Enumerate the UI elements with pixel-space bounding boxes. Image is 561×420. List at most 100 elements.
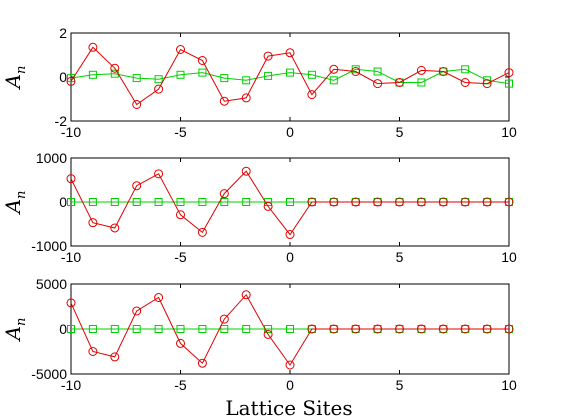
y-tick-label: -2 [55, 113, 68, 129]
data-point-square [220, 325, 229, 333]
y-axis-label: An [1, 191, 29, 216]
series-line-circle [70, 170, 509, 236]
data-point-circle [88, 218, 98, 228]
data-point-square [264, 71, 273, 80]
data-point-square [67, 325, 75, 333]
data-point-square [154, 198, 163, 206]
data-point-circle [416, 324, 426, 334]
panel-3: -10 -5 0 5 10 5000 0 -5000 An [1, 276, 517, 393]
data-point-square [132, 198, 141, 206]
data-point-circle [438, 197, 448, 207]
data-point-square [88, 198, 97, 206]
x-tick-label: 10 [501, 377, 517, 393]
series-line-circle [70, 46, 510, 106]
data-point-square [132, 325, 141, 333]
data-point-circle [219, 96, 229, 106]
data-point-square [198, 198, 207, 206]
x-axis-label: Lattice Sites [225, 396, 352, 420]
data-point-circle [285, 230, 295, 240]
data-point-circle [416, 197, 426, 207]
data-point-square [88, 70, 97, 79]
y-tick-label: 5000 [36, 276, 67, 292]
data-point-circle [197, 227, 207, 237]
data-point-square [505, 79, 513, 88]
x-tick-label: -10 [61, 377, 81, 393]
data-point-square [154, 325, 163, 333]
y-tick-label: -1000 [31, 238, 67, 254]
data-point-circle [241, 166, 251, 176]
data-point-circle [197, 56, 207, 65]
data-point-square [67, 198, 75, 206]
data-point-square [286, 325, 294, 333]
data-point-circle [154, 293, 164, 302]
panel-2: -10 -5 0 5 10 1000 0 -1000 An [1, 150, 517, 265]
data-point-circle [132, 181, 142, 191]
data-point-circle [88, 347, 98, 356]
data-point-circle [197, 358, 207, 368]
data-point-circle [482, 79, 492, 89]
data-point-circle [263, 201, 273, 211]
data-point-circle [504, 68, 514, 78]
data-point-square [329, 76, 338, 85]
data-point-circle [66, 174, 76, 184]
data-point-circle [395, 197, 404, 207]
y-tick-label: 0 [59, 321, 67, 337]
y-axis-label-subscript: n [14, 318, 29, 326]
y-tick-label: 0 [59, 194, 67, 210]
x-tick-label: -5 [174, 124, 187, 140]
data-point-square [154, 75, 163, 84]
panel-1: -10 -5 0 5 10 2 0 -2 An [1, 25, 517, 140]
y-tick-label: 2 [59, 25, 67, 41]
data-point-circle [285, 48, 295, 58]
data-point-square [417, 78, 426, 87]
x-tick-label: 5 [396, 124, 404, 140]
data-point-circle [438, 67, 448, 76]
data-point-circle [154, 169, 164, 179]
data-point-circle [438, 324, 448, 334]
y-axis-label: An [1, 318, 29, 343]
data-point-circle [176, 210, 185, 220]
data-point-square [198, 325, 207, 333]
data-point-circle [132, 306, 142, 316]
data-point-circle [482, 324, 492, 334]
y-axis-label-subscript: n [14, 66, 29, 74]
data-point-square [176, 325, 185, 333]
data-point-square [132, 74, 141, 83]
data-point-square [220, 198, 229, 206]
data-point-circle [132, 100, 142, 109]
data-point-circle [395, 78, 404, 87]
data-point-circle [241, 290, 251, 300]
data-point-circle [285, 360, 295, 370]
data-point-circle [176, 338, 185, 348]
x-tick-label: 0 [286, 377, 294, 393]
plot-frame [70, 32, 510, 122]
x-tick-label: 0 [286, 249, 294, 265]
x-tick-label: 5 [396, 249, 404, 265]
data-point-circle [329, 324, 339, 334]
data-point-circle [88, 42, 98, 52]
y-axis-label-subscript: n [14, 191, 29, 199]
data-point-circle [263, 329, 273, 339]
y-tick-label: 1000 [36, 150, 67, 166]
data-point-square [220, 74, 229, 83]
x-tick-label: 0 [286, 124, 294, 140]
data-point-square [110, 325, 119, 333]
data-point-circle [373, 79, 383, 89]
data-point-square [286, 198, 294, 206]
y-axis-label: An [1, 66, 29, 91]
y-axis-label-main: A [1, 326, 25, 342]
data-point-circle [110, 352, 120, 362]
data-point-square [286, 68, 294, 77]
data-point-circle [351, 67, 361, 76]
data-point-square [461, 65, 470, 74]
x-tick-label: 10 [501, 249, 517, 265]
data-point-square [198, 68, 207, 77]
data-point-square [110, 198, 119, 206]
data-point-circle [504, 197, 514, 207]
data-point-circle [219, 189, 229, 199]
data-point-circle [66, 298, 76, 308]
data-point-circle [263, 51, 273, 61]
x-tick-label: -5 [174, 249, 187, 265]
data-point-circle [416, 65, 426, 75]
